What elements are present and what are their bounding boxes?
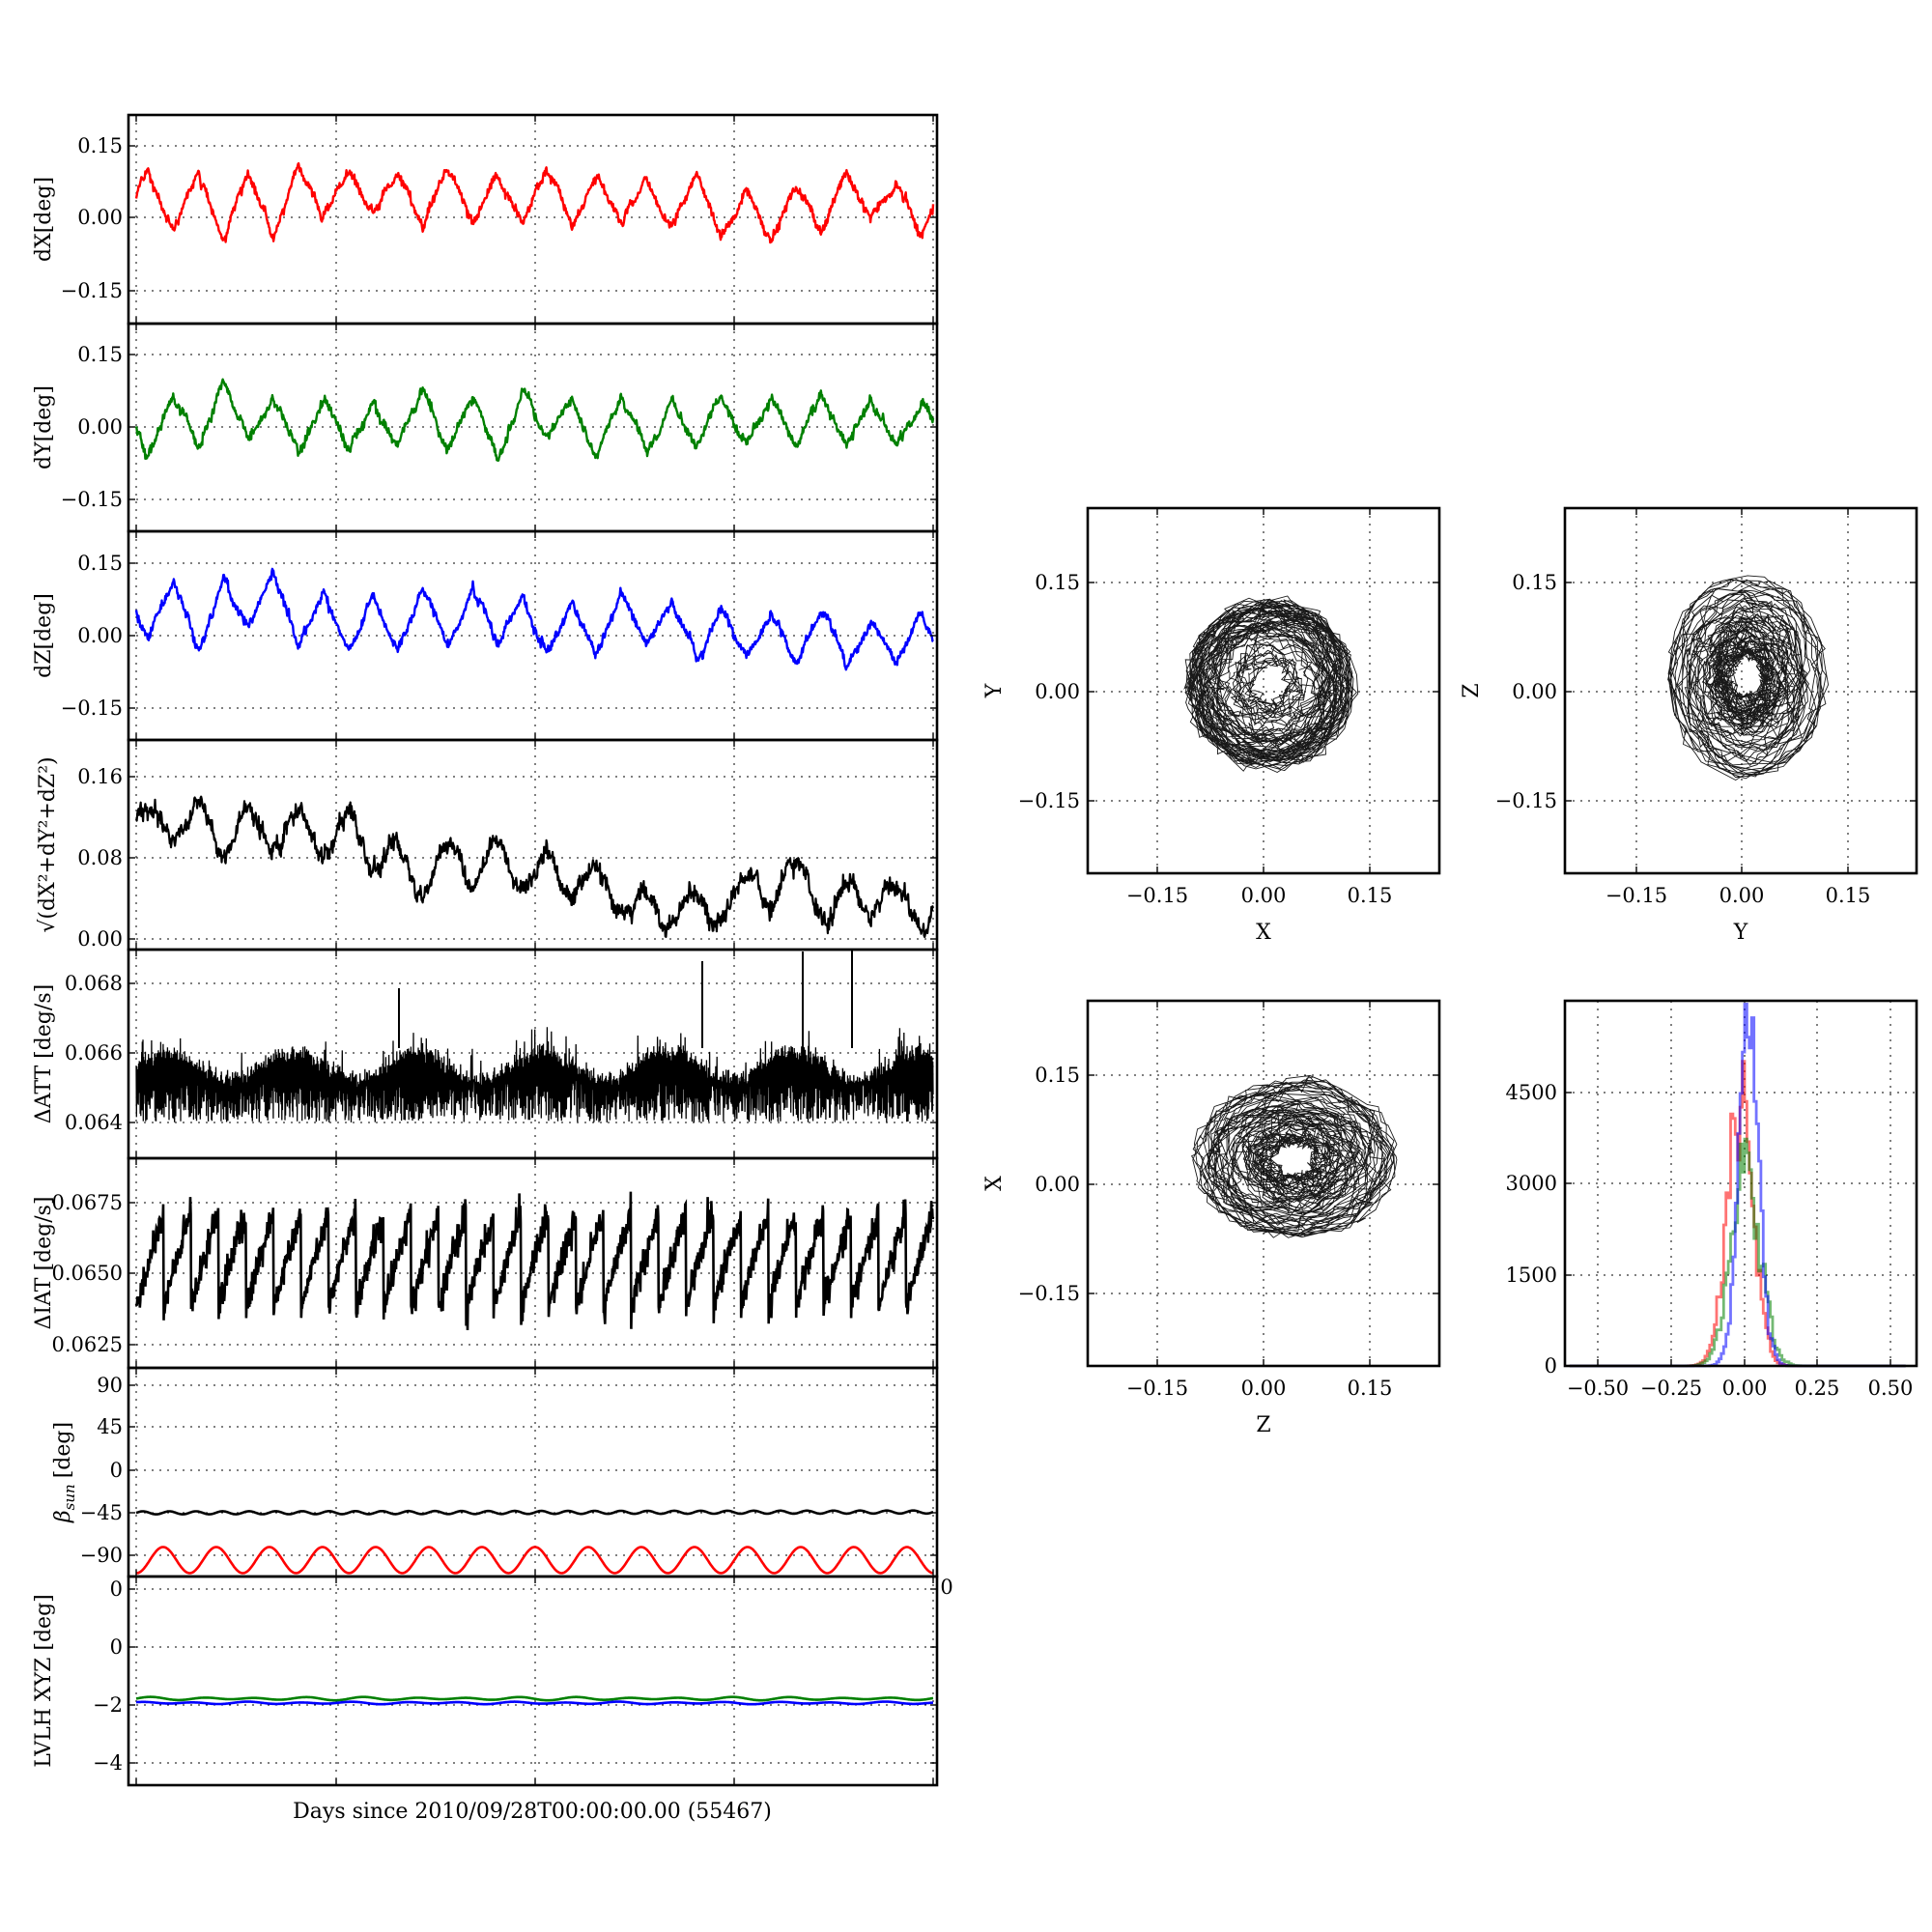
series-beta-line: [135, 1509, 934, 1516]
ytick-label: 0.15: [77, 343, 123, 366]
ytick-label: 3000: [1506, 1172, 1557, 1195]
series-dZ-line: [134, 567, 934, 671]
ytick-label: 0.068: [65, 972, 123, 995]
hist-dZ: [1569, 1003, 1906, 1368]
panel-mag-frame: [127, 738, 939, 952]
ytick-label: −45: [80, 1501, 123, 1524]
ytick-label: 0.15: [77, 134, 123, 157]
ytick-label: 0.15: [77, 552, 123, 575]
series-iat-line: [134, 1191, 935, 1331]
corner-tick: 0: [940, 1576, 952, 1599]
ytick-label: 0: [110, 1459, 123, 1482]
ytick-label: 0.15: [1035, 1064, 1080, 1087]
ytick-label: −0.15: [1018, 1282, 1080, 1305]
xtick-label: 0.00: [1241, 884, 1287, 907]
ytick-label: 0.0625: [52, 1333, 123, 1356]
xlabel-xy: X: [1256, 921, 1271, 945]
xtick-label: 0.15: [1826, 884, 1871, 907]
ytick-label: 0.15: [1512, 571, 1557, 594]
xtick-label: 0.15: [1348, 884, 1393, 907]
ylabel-att: ΔATT [deg/s]: [32, 984, 56, 1123]
series-dY-line: [134, 378, 935, 462]
panel-beta-frame: [127, 1366, 939, 1578]
series-lvlh-x-line: [135, 1546, 934, 1575]
xtick-label: −0.50: [1567, 1377, 1629, 1400]
ytick-label: 0.16: [77, 765, 123, 788]
ylabel-dx: dX[deg]: [32, 177, 56, 262]
ytick-label: 0.00: [1035, 1173, 1080, 1196]
ylabel-dz: dZ[deg]: [32, 593, 56, 678]
ytick-label: 0.00: [1512, 680, 1557, 703]
xtick-label: −0.15: [1126, 884, 1188, 907]
ytick-label: 0.00: [77, 415, 123, 439]
series-dX-line: [134, 162, 935, 244]
ytick-label: −0.15: [61, 696, 123, 720]
ytick-label: 1500: [1506, 1264, 1557, 1287]
series-lvlh-y-line: [135, 1695, 934, 1702]
xlabel-zx: Z: [1256, 1413, 1270, 1437]
ytick-label: −0.15: [1495, 789, 1557, 812]
ytick-label: 45: [97, 1415, 123, 1438]
ytick-label: 0: [110, 1635, 123, 1659]
ytick-label: −4: [93, 1751, 123, 1775]
ytick-label: 0.064: [65, 1111, 123, 1134]
ylabel-dy: dY[deg]: [32, 385, 56, 469]
xtick-label: −0.25: [1640, 1377, 1702, 1400]
ytick-label: 0.0650: [52, 1262, 123, 1285]
xtick-label: 0.00: [1241, 1377, 1287, 1400]
ylabel-beta-sun: βsun[deg]: [51, 1422, 78, 1523]
ylabel-mag: √(dX²+dY²+dZ²): [36, 756, 60, 932]
panel-dy-frame: [127, 322, 939, 533]
series-magnitude-line: [134, 795, 935, 938]
xtick-label: −0.15: [1126, 1377, 1188, 1400]
ytick-label: 0.0675: [52, 1191, 123, 1214]
trajectory-xy: [1183, 595, 1359, 774]
x-axis-label: Days since 2010/09/28T00:00:00.00 (55467…: [293, 1800, 772, 1824]
ytick-label: −90: [80, 1544, 123, 1567]
ytick-label: 0.00: [77, 206, 123, 229]
ylabel-yz: Z: [1460, 683, 1484, 697]
ytick-label: 0: [110, 1577, 123, 1601]
panel-lvlh-frame: [127, 1575, 939, 1787]
xtick-label: 0.25: [1795, 1377, 1840, 1400]
panel-dx-frame: [127, 113, 939, 326]
ytick-label: 0.08: [77, 846, 123, 869]
ytick-label: 0.00: [1035, 680, 1080, 703]
xlabel-yz: Y: [1733, 921, 1748, 945]
ytick-label: 0.066: [65, 1041, 123, 1065]
xtick-label: −0.15: [1605, 884, 1667, 907]
ylabel-lvlh: LVLH XYZ [deg]: [32, 1594, 56, 1768]
xtick-label: 0.15: [1348, 1377, 1393, 1400]
ytick-label: −2: [93, 1693, 123, 1717]
trajectory-yz: [1667, 575, 1830, 781]
ylabel-iat: ΔIAT [deg/s]: [32, 1197, 56, 1330]
ytick-label: −0.15: [1018, 789, 1080, 812]
ytick-label: −0.15: [61, 279, 123, 302]
ylabel-zx: X: [982, 1176, 1007, 1191]
ytick-label: 4500: [1506, 1081, 1557, 1104]
xtick-label: 0.00: [1719, 884, 1765, 907]
xtick-label: 0.50: [1868, 1377, 1914, 1400]
series-lvlh-z-line: [135, 1700, 934, 1706]
ytick-label: −0.15: [61, 488, 123, 511]
trajectory-zx: [1190, 1074, 1398, 1238]
ytick-label: 90: [97, 1374, 123, 1397]
series-att-line: [135, 1027, 934, 1122]
ytick-label: 0.00: [77, 927, 123, 951]
panel-dz-frame: [127, 529, 939, 742]
ytick-label: 0.15: [1035, 571, 1080, 594]
panel-yz-frame: [1563, 506, 1918, 875]
xtick-label: 0.00: [1722, 1377, 1768, 1400]
ytick-label: 0.00: [77, 624, 123, 647]
ylabel-xy: Y: [982, 683, 1007, 698]
ytick-label: 0: [1545, 1354, 1557, 1378]
